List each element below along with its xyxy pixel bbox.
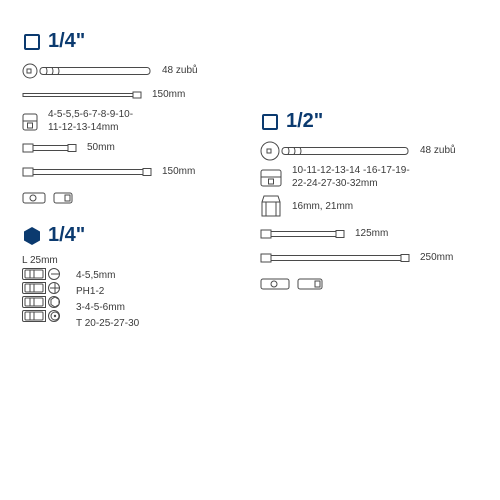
item-label: 250mm (420, 252, 490, 265)
item-row: 150mm (22, 85, 252, 105)
item-row: 4-5-5,5-6-7-8-9-10- 11-12-13-14mm (22, 109, 252, 134)
hex-drive-icon (22, 226, 42, 246)
section-title: 1/2" (286, 110, 323, 133)
bit-tip-icon (48, 310, 60, 322)
column-left: 1/4" 48 zubů 150mm 4-5-5,5-6-7-8-9-10- 11-… (22, 20, 252, 334)
section-title: 1/4" (48, 224, 85, 247)
bit-row (22, 296, 60, 308)
bit-labels: 4-5,5mm PH1-2 3-4-5-6mm T 20-25-27-30 (76, 268, 139, 330)
item-row: 16mm, 21mm (260, 194, 490, 220)
item-label: 125mm (355, 228, 490, 241)
bit-grid (22, 268, 60, 322)
item-row: 150mm (22, 162, 252, 182)
item-row: 48 zubů (260, 141, 490, 161)
section-title: 1/4" (48, 30, 85, 53)
square-drive-icon (260, 112, 280, 132)
square-drive-icon (22, 32, 42, 52)
column-right: 1/2" 48 zubů 10-11-12-13-14 -16-17-19- 22… (260, 100, 490, 300)
item-label: 50mm (87, 142, 252, 155)
bit-label: PH1-2 (76, 284, 139, 298)
bit-label: T 20-25-27-30 (76, 316, 139, 330)
item-label: 150mm (152, 89, 252, 102)
item-row (22, 186, 252, 210)
item-row: 125mm (260, 224, 490, 244)
item-row: 10-11-12-13-14 -16-17-19- 22-24-27-30-32… (260, 165, 490, 190)
right-square-items: 48 zubů 10-11-12-13-14 -16-17-19- 22-24-2… (260, 141, 490, 296)
item-label: 150mm (162, 166, 252, 179)
bit-row (22, 268, 60, 280)
bit-body-icon (22, 296, 46, 308)
bit-body-icon (22, 268, 46, 280)
bit-row (22, 310, 60, 322)
bit-length-label: L 25mm (22, 255, 252, 266)
item-label: 48 zubů (162, 65, 252, 78)
item-row (260, 272, 490, 296)
section-head-square-1-2: 1/2" (260, 110, 490, 133)
bit-label: 3-4-5-6mm (76, 300, 139, 314)
item-row: 50mm (22, 138, 252, 158)
bit-label: 4-5,5mm (76, 268, 139, 282)
item-row: 48 zubů (22, 61, 252, 81)
bit-row (22, 282, 60, 294)
item-label: 48 zubů (420, 145, 490, 158)
bit-tip-icon (48, 282, 60, 294)
bit-tip-icon (48, 268, 60, 280)
left-square-items: 48 zubů 150mm 4-5-5,5-6-7-8-9-10- 11-12-13… (22, 61, 252, 210)
item-label: 16mm, 21mm (292, 201, 490, 214)
bit-body-icon (22, 282, 46, 294)
item-label: 10-11-12-13-14 -16-17-19- 22-24-27-30-32… (292, 165, 490, 190)
bit-section: 4-5,5mm PH1-2 3-4-5-6mm T 20-25-27-30 (22, 268, 252, 330)
item-row: 250mm (260, 248, 490, 268)
bit-body-icon (22, 310, 46, 322)
item-label: 4-5-5,5-6-7-8-9-10- 11-12-13-14mm (48, 109, 252, 134)
section-head-hex-1-4: 1/4" (22, 224, 252, 247)
bit-tip-icon (48, 296, 60, 308)
section-head-square-1-4: 1/4" (22, 30, 252, 53)
